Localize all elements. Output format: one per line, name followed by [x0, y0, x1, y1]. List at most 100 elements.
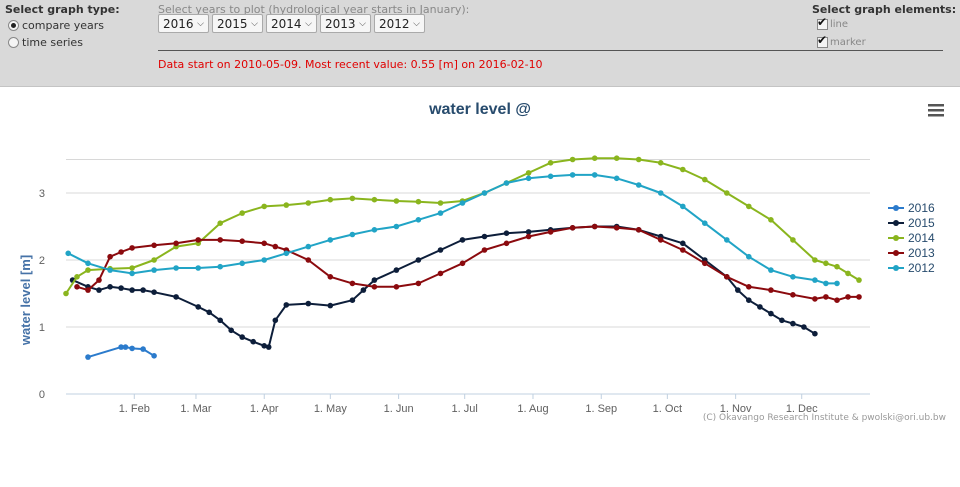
data-point[interactable] — [305, 257, 312, 263]
data-point[interactable] — [118, 285, 124, 291]
data-point[interactable] — [85, 260, 91, 267]
data-point[interactable] — [834, 297, 840, 303]
data-point[interactable] — [195, 265, 201, 271]
series-2016[interactable] — [85, 344, 157, 360]
data-point[interactable] — [834, 263, 840, 270]
year-select-1[interactable]: 2016 ⌵ — [158, 14, 209, 33]
data-point[interactable] — [481, 190, 488, 196]
data-point[interactable] — [305, 200, 312, 206]
data-point[interactable] — [129, 345, 135, 352]
data-point[interactable] — [96, 277, 102, 283]
data-point[interactable] — [746, 297, 752, 303]
year-select-2[interactable]: 2015 ⌵ — [212, 14, 263, 33]
data-point[interactable] — [702, 176, 708, 183]
series-2012[interactable] — [65, 172, 840, 287]
data-point[interactable] — [768, 287, 774, 293]
data-point[interactable] — [657, 237, 664, 243]
data-point[interactable] — [547, 160, 554, 166]
data-point[interactable] — [151, 242, 157, 249]
data-point[interactable] — [85, 287, 91, 293]
data-point[interactable] — [635, 156, 642, 163]
data-point[interactable] — [195, 237, 201, 243]
data-point[interactable] — [228, 327, 234, 334]
data-point[interactable] — [845, 294, 851, 300]
data-point[interactable] — [790, 237, 796, 243]
legend-item-2016[interactable]: 2016 — [888, 201, 935, 215]
data-point[interactable] — [129, 265, 135, 271]
data-point[interactable] — [206, 309, 212, 316]
data-point[interactable] — [812, 277, 818, 283]
data-point[interactable] — [261, 240, 268, 247]
data-point[interactable] — [680, 247, 686, 253]
data-point[interactable] — [635, 227, 642, 233]
data-point[interactable] — [856, 277, 862, 283]
data-point[interactable] — [107, 253, 113, 260]
data-point[interactable] — [657, 190, 664, 196]
data-point[interactable] — [437, 200, 444, 206]
data-point[interactable] — [217, 237, 223, 243]
data-point[interactable] — [415, 280, 422, 287]
data-point[interactable] — [812, 330, 818, 337]
data-point[interactable] — [856, 294, 862, 300]
data-point[interactable] — [845, 270, 851, 277]
data-point[interactable] — [371, 284, 378, 290]
data-point[interactable] — [272, 243, 279, 250]
data-point[interactable] — [525, 170, 532, 176]
data-point[interactable] — [547, 173, 554, 180]
data-point[interactable] — [239, 260, 245, 267]
legend-item-2013[interactable]: 2013 — [888, 246, 935, 260]
radio-compare-years[interactable]: compare years — [8, 19, 104, 32]
data-point[interactable] — [85, 267, 91, 273]
data-point[interactable] — [746, 284, 752, 290]
data-point[interactable] — [790, 274, 796, 280]
data-point[interactable] — [349, 195, 356, 202]
data-point[interactable] — [239, 210, 245, 216]
data-point[interactable] — [635, 182, 642, 188]
data-point[interactable] — [217, 220, 223, 226]
data-point[interactable] — [393, 267, 400, 273]
data-point[interactable] — [525, 233, 532, 240]
data-point[interactable] — [217, 317, 223, 324]
data-point[interactable] — [613, 175, 620, 182]
data-point[interactable] — [503, 230, 510, 236]
data-point[interactable] — [790, 292, 796, 298]
data-point[interactable] — [118, 249, 124, 255]
data-point[interactable] — [107, 267, 113, 273]
data-point[interactable] — [63, 290, 69, 297]
data-point[interactable] — [680, 203, 686, 210]
data-point[interactable] — [195, 304, 201, 310]
data-point[interactable] — [74, 284, 80, 290]
radio-button-icon[interactable] — [8, 20, 19, 31]
data-point[interactable] — [812, 257, 818, 263]
data-point[interactable] — [801, 324, 807, 330]
data-point[interactable] — [657, 160, 664, 166]
data-point[interactable] — [129, 287, 135, 293]
data-point[interactable] — [129, 245, 135, 251]
data-point[interactable] — [239, 238, 245, 244]
legend-item-2012[interactable]: 2012 — [888, 261, 935, 275]
data-point[interactable] — [591, 172, 598, 178]
data-point[interactable] — [96, 287, 102, 293]
checkbox-icon[interactable] — [817, 33, 828, 48]
radio-time-series[interactable]: time series — [8, 36, 83, 49]
checkbox-line[interactable]: line — [817, 15, 848, 30]
data-point[interactable] — [591, 155, 598, 161]
menu-icon[interactable] — [928, 104, 944, 117]
year-select-3[interactable]: 2014 ⌵ — [266, 14, 317, 33]
data-point[interactable] — [547, 229, 554, 235]
data-point[interactable] — [569, 156, 576, 163]
data-point[interactable] — [415, 257, 422, 263]
data-point[interactable] — [327, 196, 334, 203]
data-point[interactable] — [283, 250, 290, 257]
data-point[interactable] — [459, 200, 466, 206]
data-point[interactable] — [525, 175, 532, 182]
data-point[interactable] — [327, 274, 334, 280]
data-point[interactable] — [151, 267, 157, 273]
data-point[interactable] — [272, 317, 279, 324]
data-point[interactable] — [283, 302, 290, 308]
data-point[interactable] — [757, 304, 763, 310]
data-point[interactable] — [151, 353, 157, 359]
data-point[interactable] — [790, 320, 796, 327]
data-point[interactable] — [393, 223, 400, 230]
data-point[interactable] — [503, 240, 510, 247]
